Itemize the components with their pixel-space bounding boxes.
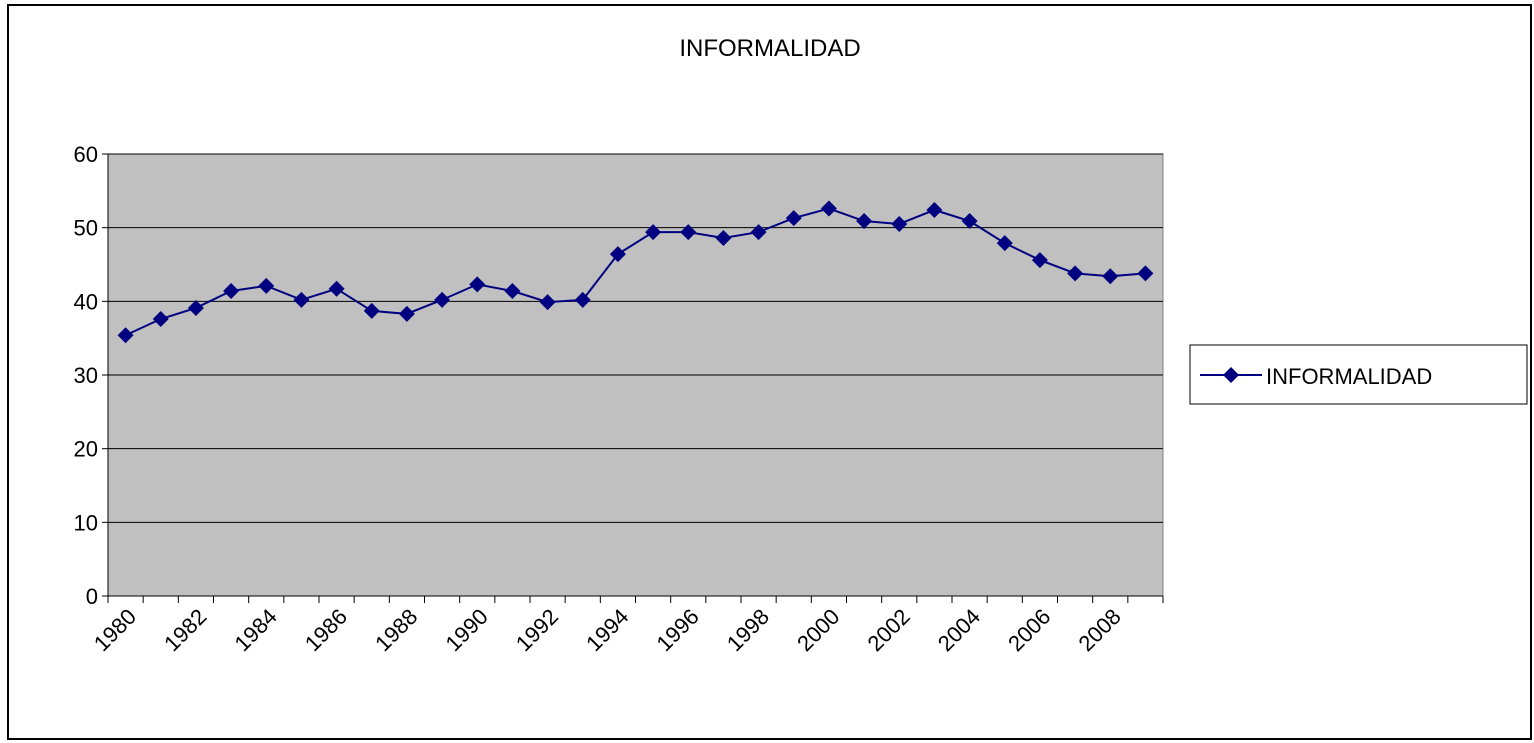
legend-marker [1223, 367, 1239, 383]
data-marker [504, 283, 521, 300]
data-marker [258, 277, 275, 294]
data-marker [996, 235, 1013, 252]
data-marker [469, 276, 486, 293]
data-marker [152, 311, 169, 328]
y-tick-label: 30 [74, 363, 98, 388]
data-marker [293, 291, 310, 308]
data-marker [1031, 252, 1048, 269]
data-marker [926, 201, 943, 218]
y-tick-label: 0 [86, 584, 98, 609]
data-marker [223, 283, 240, 300]
data-marker [117, 327, 134, 344]
y-tick-label: 40 [74, 289, 98, 314]
data-marker [645, 224, 662, 241]
data-marker [715, 229, 732, 246]
y-tick-label: 50 [74, 216, 98, 241]
data-marker [680, 224, 697, 241]
data-marker [328, 280, 345, 297]
data-marker [574, 291, 591, 308]
data-marker [961, 213, 978, 230]
legend-label: INFORMALIDAD [1266, 364, 1432, 389]
data-marker [187, 299, 204, 316]
series-line [125, 207, 1146, 337]
chart-title: INFORMALIDAD [679, 35, 860, 62]
data-marker [363, 302, 380, 319]
data-marker [1137, 265, 1154, 282]
data-marker [820, 200, 837, 217]
data-marker [1102, 268, 1119, 285]
y-tick-label: 20 [74, 437, 98, 462]
data-marker [785, 210, 802, 227]
data-marker [750, 224, 767, 241]
y-tick-label: 60 [74, 142, 98, 167]
data-marker [891, 215, 908, 232]
data-marker [434, 291, 451, 308]
y-tick-label: 10 [74, 510, 98, 535]
data-marker [398, 305, 415, 322]
data-marker [609, 246, 626, 263]
data-marker [1067, 265, 1084, 282]
data-marker [856, 213, 873, 230]
data-marker [539, 294, 556, 311]
